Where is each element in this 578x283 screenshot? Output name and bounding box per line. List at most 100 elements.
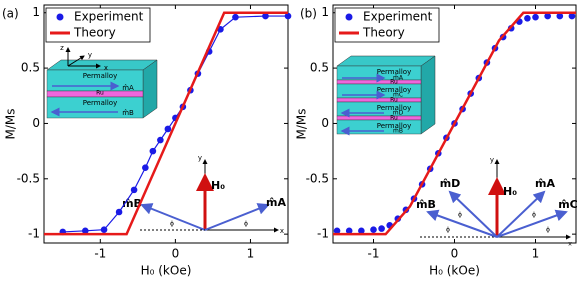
x-tick-label: 0 [451,247,459,261]
annotation: x [568,241,572,248]
data-point [130,186,138,194]
y-axis-label: M/Ms [4,108,18,139]
annotation: Permalloy [83,99,117,107]
annotation: m̂A [122,84,134,92]
inset-shape [336,115,422,121]
annotation: y [198,154,202,162]
legend-label: Theory [73,26,116,40]
annotation: Ru [390,115,398,122]
data-point [524,14,531,22]
annotation: ϕ [546,227,550,234]
y-tick-label: -0.5 [306,171,329,185]
panel-label: (b) [300,7,317,21]
annotation: ϕ [170,221,174,228]
data-point [532,13,539,21]
data-point [115,208,123,216]
annotation: m̂B [122,109,134,117]
y-tick-label: 0 [32,116,40,130]
data-point [157,136,164,144]
annotation: Ru [96,90,104,97]
annotation: x [104,64,108,72]
annotation: m̂A [266,196,286,209]
x-tick-label: 1 [532,247,540,261]
y-tick-label: 0 [321,116,329,130]
inset-shape [336,55,436,67]
annotation: m̂A [535,177,555,190]
inset-shape [496,209,568,238]
data-point [81,227,89,235]
annotation: Permalloy [377,104,411,112]
data-point [164,125,172,133]
legend-swatch [345,13,353,21]
annotation: m̂C [393,92,403,99]
data-point [333,227,341,235]
legend-box [45,7,151,43]
annotation: H₀ [503,185,517,198]
inset-shape [67,55,85,67]
y-tick-label: -0.5 [17,171,40,185]
inset-shape [140,203,206,231]
legend-label: Theory [362,26,405,40]
x-tick-label: 1 [247,247,255,261]
annotation: m̂A [393,75,404,82]
panel-label: (a) [2,7,19,21]
x-axis-label: H₀ (kOe) [429,264,480,278]
data-point [262,12,269,20]
inset-shape [204,203,270,231]
data-point [345,227,353,235]
data-point [568,12,576,20]
y-axis-label: M/Ms [295,108,309,139]
annotation: Ru [390,97,398,104]
annotation: z [60,44,64,52]
annotation: ϕ [458,212,462,219]
annotation: x [280,227,284,235]
annotation: y [490,156,494,164]
annotation: m̂C [558,198,578,211]
x-tick-label: 0 [172,247,180,261]
data-point [100,226,108,234]
annotation: Permalloy [83,72,117,80]
inset-shape [142,59,158,119]
inset-shape [336,79,422,85]
annotation: Ru [390,79,398,86]
annotation: ϕ [244,221,248,228]
data-point [149,147,157,155]
inset-shape [448,190,498,238]
inset-shape [426,209,498,238]
y-tick-label: 1 [32,5,40,19]
x-axis-label: H₀ (kOe) [141,264,192,278]
data-point [142,164,149,172]
data-point [556,12,564,20]
x-tick-label: -1 [368,247,380,261]
y-tick-label: 0.5 [21,61,40,75]
x-tick-label: -1 [94,247,106,261]
legend-swatch [56,13,64,21]
data-point [284,12,292,20]
annotation: Permalloy [377,122,411,130]
annotation: ϕ [446,227,450,234]
y-tick-label: 0.5 [310,61,329,75]
y-tick-label: -1 [28,227,40,241]
inset-shape [420,55,436,135]
annotation: m̂B [416,198,436,211]
data-point [232,13,239,21]
data-point [544,12,551,20]
data-point [358,227,365,235]
y-tick-label: 1 [321,5,329,19]
annotation: ϕ [532,212,536,219]
inset-shape [336,97,422,103]
data-point [378,225,385,232]
legend-label: Experiment [74,10,144,24]
annotation: Permalloy [377,68,411,76]
plot-frame [43,4,289,244]
inset-shape [496,190,546,238]
annotation: Permalloy [377,86,411,94]
annotation: m̂B [393,128,403,135]
annotation: m̂D [440,177,461,190]
inset-shape [46,59,158,71]
series-line [333,11,576,236]
y-tick-label: -1 [317,227,329,241]
annotation: m̂D [393,110,404,117]
